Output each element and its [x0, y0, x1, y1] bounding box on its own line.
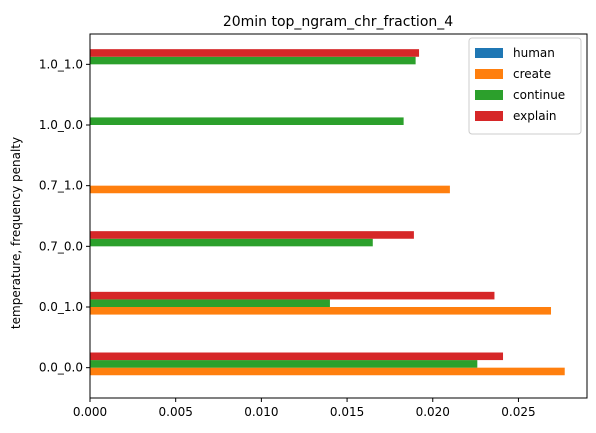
legend-swatch-human	[475, 48, 503, 58]
y-tick-label: 1.0_1.0	[39, 57, 83, 71]
x-tick-label: 0.025	[501, 405, 535, 419]
x-tick-label: 0.020	[416, 405, 450, 419]
legend-label-human: human	[513, 46, 555, 60]
bar-continue-0.0_0.0	[90, 360, 478, 368]
bar-continue-1.0_1.0	[90, 56, 416, 65]
x-tick-label: 0.000	[73, 405, 107, 419]
legend-swatch-create	[475, 69, 503, 79]
chart-title: 20min top_ngram_chr_fraction_4	[223, 14, 453, 30]
x-tick-label: 0.005	[159, 405, 193, 419]
bar-explain-0.0_0.0	[90, 352, 504, 361]
y-tick-label: 0.7_0.0	[39, 239, 83, 253]
bar-create-0.0_0.0	[90, 367, 565, 376]
y-tick-label: 0.0_1.0	[39, 300, 83, 314]
bar-explain-0.0_1.0	[90, 291, 495, 300]
x-axis-ticks: 0.000 0.005 0.010 0.015 0.020 0.025	[73, 398, 536, 419]
legend-swatch-continue	[475, 90, 503, 100]
bars-group	[90, 49, 565, 376]
legend-label-explain: explain	[513, 109, 557, 123]
legend-box	[468, 37, 582, 135]
bar-explain-0.7_0.0	[90, 231, 414, 239]
bar-continue-1.0_0.0	[90, 117, 404, 125]
plot-frame	[89, 33, 588, 399]
y-tick-label: 0.0_0.0	[39, 361, 83, 375]
legend-swatch-explain	[475, 111, 503, 121]
legend-label-continue: continue	[513, 88, 565, 102]
legend-label-create: create	[513, 67, 551, 81]
bar-continue-0.7_0.0	[90, 238, 373, 247]
y-tick-label: 0.7_1.0	[39, 179, 83, 193]
y-axis-ticks: 0.0_0.0 0.0_1.0 0.7_0.0 0.7_1.0 1.0_0.0 1.0_1…	[39, 57, 90, 375]
x-tick-label: 0.015	[330, 405, 364, 419]
legend: human create continue explain	[468, 37, 582, 135]
bar-continue-0.0_1.0	[90, 299, 330, 307]
y-axis-label: temperature, frequency penalty	[9, 137, 23, 329]
bar-explain-1.0_1.0	[90, 49, 420, 57]
bar-create-0.0_1.0	[90, 307, 552, 315]
bar-create-0.7_1.0	[90, 185, 450, 194]
x-tick-label: 0.010	[244, 405, 278, 419]
y-tick-label: 1.0_0.0	[39, 118, 83, 132]
